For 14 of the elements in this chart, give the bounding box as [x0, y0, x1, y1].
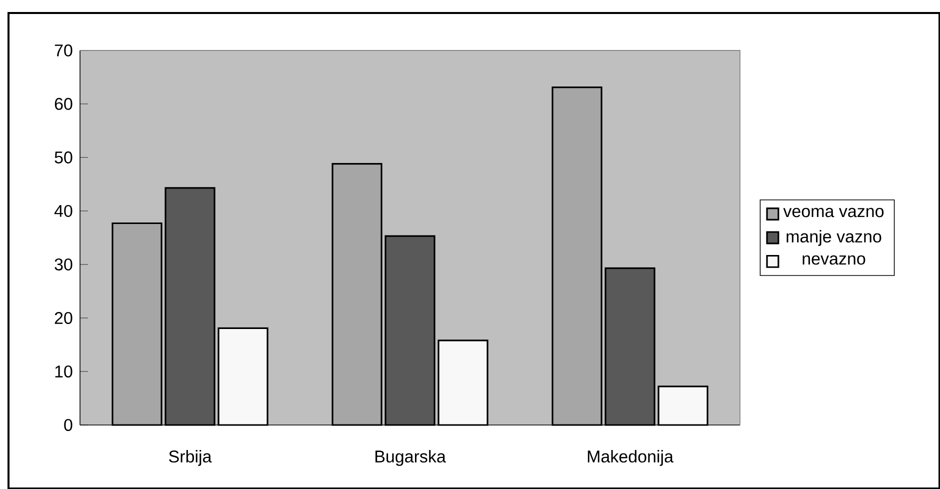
legend-label: manje vazno: [786, 230, 882, 246]
y-tick-label: 30: [54, 258, 72, 270]
y-tick-label: 50: [54, 151, 72, 164]
y-tick-label: 10: [55, 365, 72, 378]
y-tick-label: 60: [54, 98, 72, 110]
y-tick-label: 20: [54, 312, 72, 324]
x-tick-label: Makedonija: [588, 450, 674, 466]
legend-label: nevazno: [802, 255, 866, 265]
x-tick-label: Srbija: [169, 450, 212, 466]
y-tick-label: 70: [54, 44, 72, 56]
legend-label: veoma vazno: [783, 208, 884, 218]
x-tick-label: Bugarska: [375, 450, 446, 466]
y-tick-label: 40: [54, 204, 72, 217]
y-tick-label: 0: [64, 418, 72, 432]
